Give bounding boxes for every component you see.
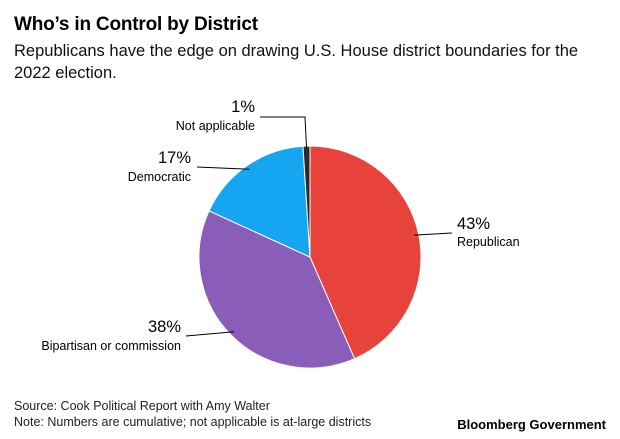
pie-slice-bipartisan-or-commission [198, 210, 356, 369]
slice-value-republican: 43% [457, 215, 490, 233]
brand-logo: Bloomberg Government [457, 417, 606, 432]
note-text: Note: Numbers are cumulative; not applic… [14, 415, 372, 429]
slice-value-not-applicable: 1% [231, 98, 255, 116]
chart-subtitle: Republicans have the edge on drawing U.S… [14, 42, 579, 82]
pie-slice-democratic [208, 145, 311, 258]
slice-label-bipartisan-or-commission: Bipartisan or commission [41, 339, 181, 353]
chart-title: Who’s in Control by District [14, 14, 258, 35]
slice-value-democratic: 17% [158, 149, 191, 167]
leader-line-bipartisan-or-commission [185, 331, 235, 337]
slice-label-democratic: Democratic [128, 170, 191, 184]
slice-label-republican: Republican [457, 235, 520, 249]
slice-label-not-applicable: Not applicable [176, 119, 255, 133]
slice-labels: 43% Republican 38% Bipartisan or commission… [41, 98, 519, 353]
leader-line-democratic [196, 166, 250, 170]
leader-lines [185, 116, 453, 337]
source-text: Source: Cook Political Report with Amy W… [14, 399, 270, 413]
leader-line-not-applicable [260, 116, 308, 148]
leader-line-republican [414, 232, 453, 236]
slice-value-bipartisan-or-commission: 38% [148, 318, 181, 336]
source-note: Source: Cook Political Report with Amy W… [14, 398, 371, 430]
pie-slices [198, 145, 422, 369]
pie-slice-republican [309, 145, 422, 360]
